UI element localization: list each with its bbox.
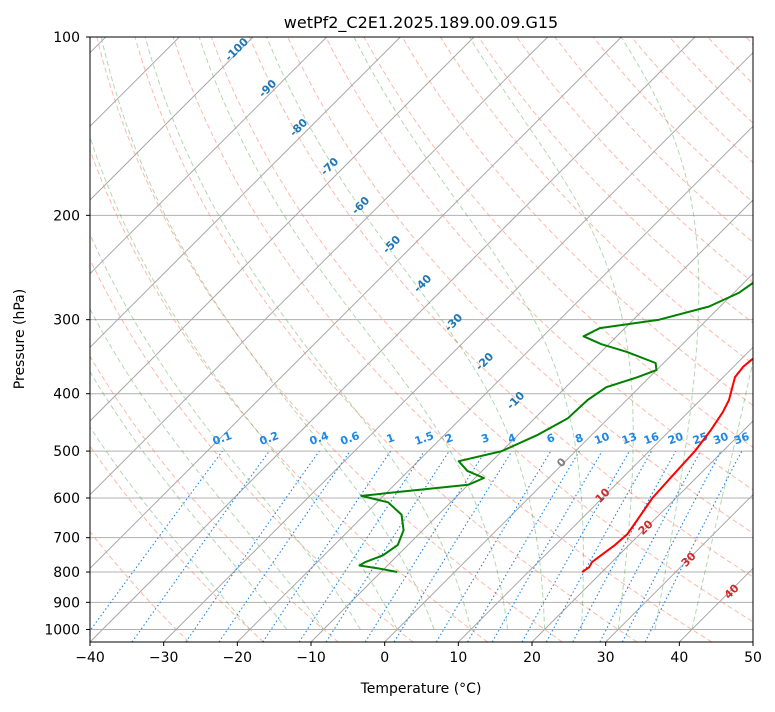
chart-title: wetPf2_C2E1.2025.189.00.09.G15 bbox=[284, 13, 558, 33]
y-tick-label: 900 bbox=[53, 595, 80, 611]
x-tick-label: −30 bbox=[149, 650, 179, 666]
x-tick-label: 50 bbox=[744, 650, 762, 666]
y-tick-label: 300 bbox=[53, 313, 80, 329]
y-tick-label: 1000 bbox=[44, 622, 80, 638]
x-tick-label: −20 bbox=[223, 650, 253, 666]
y-tick-label: 600 bbox=[53, 491, 80, 507]
y-tick-label: 100 bbox=[53, 30, 80, 46]
x-tick-label: −40 bbox=[75, 650, 105, 666]
y-tick-label: 800 bbox=[53, 565, 80, 581]
x-tick-label: 10 bbox=[449, 650, 467, 666]
y-tick-label: 500 bbox=[53, 444, 80, 460]
y-tick-label: 400 bbox=[53, 387, 80, 403]
x-tick-label: 20 bbox=[523, 650, 541, 666]
y-tick-label: 700 bbox=[53, 531, 80, 547]
x-tick-label: 0 bbox=[380, 650, 389, 666]
x-tick-label: −10 bbox=[296, 650, 326, 666]
y-tick-label: 200 bbox=[53, 208, 80, 224]
y-axis-label: Pressure (hPa) bbox=[12, 289, 28, 389]
x-tick-label: 30 bbox=[597, 650, 615, 666]
x-tick-label: 40 bbox=[670, 650, 688, 666]
x-axis-label: Temperature (°C) bbox=[360, 681, 482, 697]
